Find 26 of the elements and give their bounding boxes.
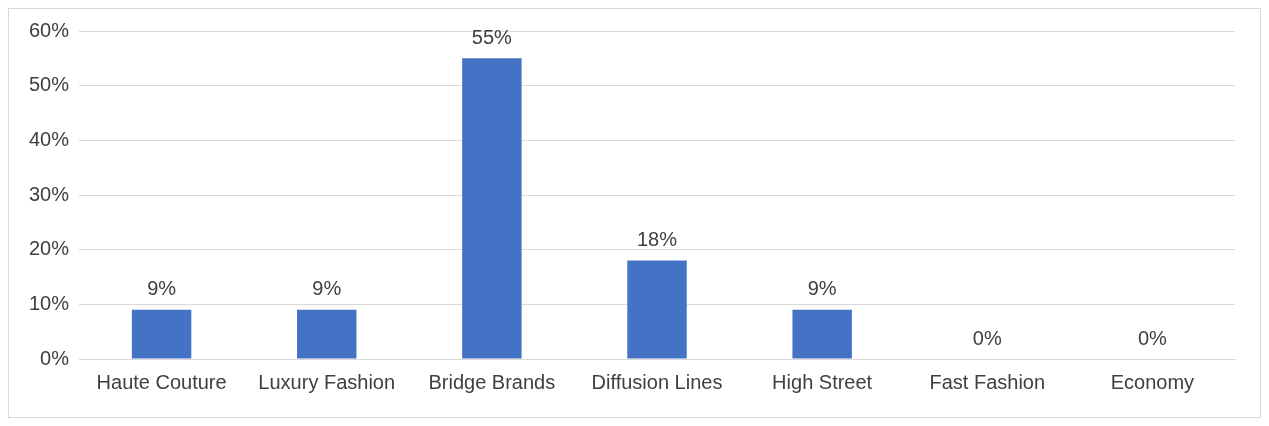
y-tick-label: 40% — [29, 127, 70, 150]
data-label: 0% — [972, 326, 1002, 349]
data-label: 9% — [147, 277, 177, 300]
bar — [131, 309, 192, 359]
y-tick-label: 60% — [29, 18, 70, 41]
x-tick-label: Diffusion Lines — [591, 370, 723, 393]
data-label: 0% — [1137, 326, 1168, 349]
x-tick-label: Fast Fashion — [929, 370, 1046, 393]
x-tick-label: Haute Couture — [96, 370, 227, 393]
y-tick-label: 10% — [29, 291, 70, 314]
x-tick-label: High Street — [772, 370, 873, 393]
y-tick-label: 20% — [29, 237, 70, 260]
y-tick-label: 50% — [29, 73, 70, 96]
x-tick-label: Economy — [1110, 370, 1195, 393]
bar — [462, 58, 522, 359]
data-label: 18% — [637, 228, 678, 251]
data-label: 9% — [807, 277, 837, 300]
x-tick-label: Bridge Brands — [428, 370, 556, 393]
bar — [297, 309, 357, 359]
data-label: 55% — [471, 25, 513, 48]
y-tick-label: 30% — [29, 182, 70, 205]
y-tick-label: 0% — [40, 346, 70, 369]
bar — [792, 309, 852, 359]
data-label: 9% — [312, 277, 342, 300]
x-tick-label: Luxury Fashion — [258, 370, 396, 393]
bar — [627, 260, 687, 359]
